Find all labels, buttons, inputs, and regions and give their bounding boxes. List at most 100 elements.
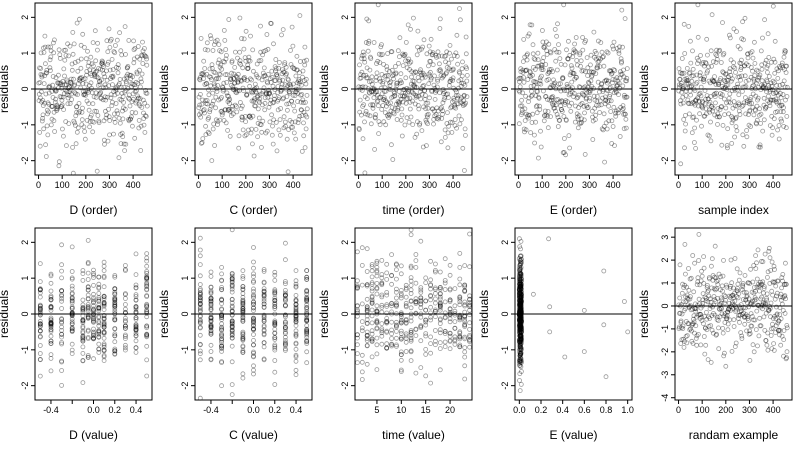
scatter-point [390,110,396,115]
scatter-point [683,93,689,98]
scatter-point [697,90,703,96]
scatter-point [144,304,150,310]
scatter-point [69,312,75,318]
scatter-point [684,80,689,86]
scatter-point [555,114,561,120]
scatter-point [80,330,86,336]
scatter-point [781,337,787,343]
scatter-point [554,67,560,73]
scatter-point [622,16,628,22]
scatter-point [754,276,760,282]
scatter-point [104,112,109,118]
scatter-point [547,304,553,310]
scatter-point [779,118,784,124]
scatter-point [93,90,99,96]
scatter-point [266,90,271,96]
scatter-point [119,97,124,103]
scatter-point [604,126,610,132]
scatter-point [284,107,290,113]
scatter-point [721,51,727,56]
scatter-point [144,273,150,279]
scatter-point [527,22,533,28]
scatter-point [136,101,142,107]
scatter-point [97,78,103,84]
scatter-point [213,76,219,82]
scatter-point [50,104,55,109]
scatter-point [581,117,587,123]
scatter-point [518,66,524,72]
scatter-point [713,82,719,87]
scatter-point [85,261,91,267]
scatter-point [85,353,91,358]
scatter-point [425,111,431,117]
scatter-point [304,268,310,274]
scatter-point [72,120,78,126]
scatter-point [91,272,96,278]
scatter-point [261,49,267,54]
scatter-point [771,97,777,103]
scatter-point [96,305,102,310]
scatter-point [694,72,700,78]
scatter-point [118,48,124,54]
scatter-point [772,59,778,65]
scatter-point [240,127,246,133]
scatter-point [461,93,467,99]
scatter-point [217,117,223,123]
scatter-point [96,318,102,324]
scatter-point [359,56,365,61]
scatter-point [212,143,218,148]
scatter-point [572,76,578,82]
x-tick-label: -0.4 [203,405,219,415]
scatter-point [56,163,62,169]
scatter-point [389,95,395,100]
scatter-point [107,132,112,138]
scatter-point [251,342,256,348]
x-tick-label: 0.0 [247,405,260,415]
scatter-point [380,79,386,84]
scatter-point [239,103,245,109]
scatter-point [722,350,727,356]
scatter-point [67,89,73,95]
x-axis-title: time (value) [382,428,445,442]
scatter-point [208,103,214,109]
scatter-point [78,85,83,91]
scatter-point [268,80,274,85]
scatter-point [128,76,134,82]
scatter-point [69,97,74,102]
scatter-point [559,107,564,112]
scatter-point [424,119,430,125]
scatter-point [104,77,110,83]
scatter-point [400,93,405,99]
scatter-point [80,306,86,312]
scatter-point [547,329,553,335]
scatter-point [279,71,285,77]
scatter-point [608,98,614,104]
scatter-point [737,270,743,276]
scatter-point [742,73,748,79]
scatter-point [96,281,102,287]
x-tick-label: 300 [422,180,437,190]
scatter-point [230,103,236,109]
scatter-point [530,42,536,48]
scatter-point [779,63,785,68]
scatter-point [768,333,774,338]
scatter-point [709,263,714,269]
scatter-point [520,67,526,73]
scatter-point [231,76,237,81]
scatter-point [72,90,78,96]
scatter-point [434,54,439,60]
scatter-point [133,251,139,257]
scatter-point [525,51,530,57]
scatter-point [602,78,608,84]
scatter-point [52,99,58,105]
scatter-point [139,71,145,77]
scatter-point [104,94,110,100]
scatter-point [39,118,45,124]
scatter-point [302,100,308,105]
scatter-point [133,285,139,290]
scatter-point [212,70,218,76]
scatter-point [243,58,249,64]
scatter-point [202,47,208,52]
